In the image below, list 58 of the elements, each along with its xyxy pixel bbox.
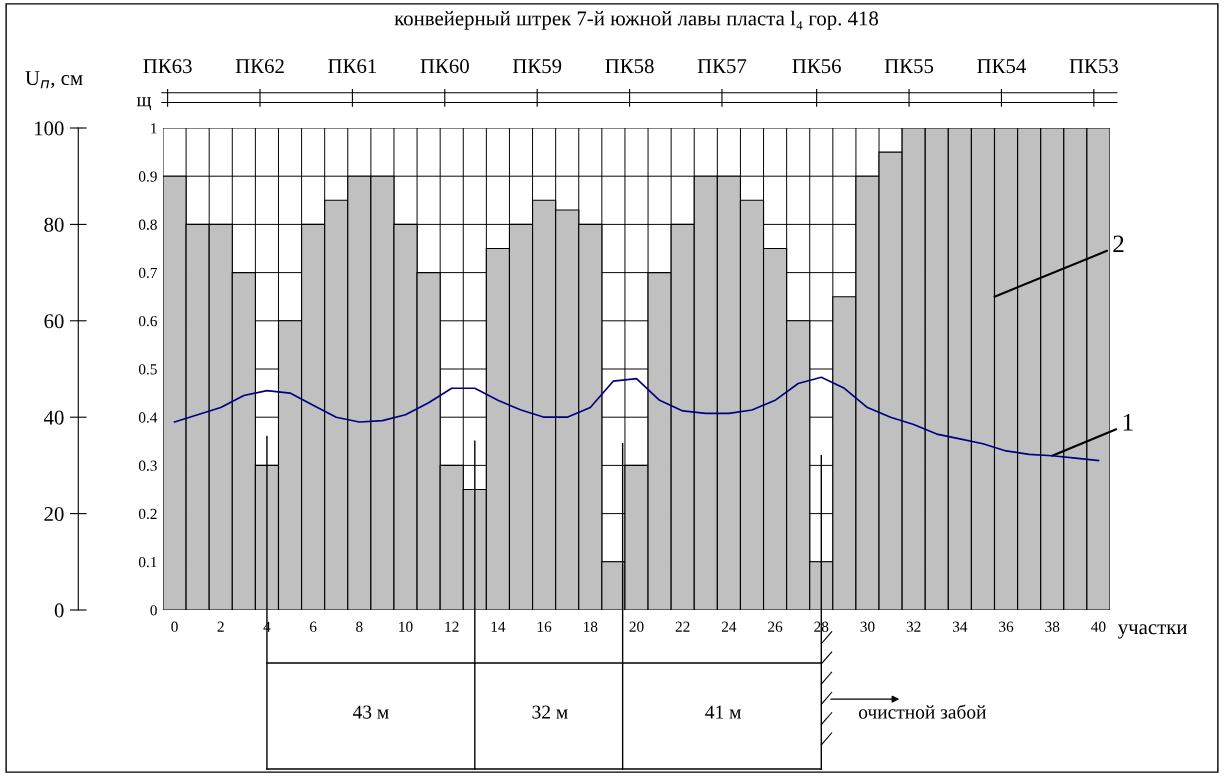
x-tick-label: 0 xyxy=(171,621,178,632)
text: ПК58 xyxy=(605,59,654,74)
y2-tick-label: 1 xyxy=(151,123,157,134)
text: ПК62 xyxy=(235,59,284,74)
text: ПК63 xyxy=(143,59,192,74)
x-tick-label: 8 xyxy=(356,621,363,632)
y2-tick-label: 0.5 xyxy=(138,364,157,375)
y2-tick-label: 0.8 xyxy=(138,219,157,230)
text: ПК57 xyxy=(697,59,747,74)
y-axis-title: U$_{п}$, см xyxy=(25,71,83,89)
x-tick-label: 10 xyxy=(399,621,413,632)
y-tick-label: 20 xyxy=(44,506,64,522)
text: ПК59 xyxy=(512,59,562,74)
x-tick-label: 16 xyxy=(537,621,552,632)
text: ПК61 xyxy=(328,59,377,74)
x-tick-label: 22 xyxy=(675,621,690,632)
y2-tick-label: 0.6 xyxy=(138,315,157,327)
y-tick-label: 100 xyxy=(34,121,64,136)
x-tick-label: 38 xyxy=(1045,621,1060,632)
text: 41 м xyxy=(705,705,741,719)
x-axis-title: участки xyxy=(1117,624,1188,639)
y2-tick-label: 0.7 xyxy=(138,267,158,279)
annotation: 1 xyxy=(1123,413,1133,431)
text: ПК53 xyxy=(1069,59,1118,74)
x-tick-label: 18 xyxy=(584,621,598,632)
x-tick-label: 2 xyxy=(217,621,224,632)
y2-tick-label: 0.9 xyxy=(138,171,157,182)
y-tick-label: 0 xyxy=(54,603,64,618)
y2-tick-label: 0.4 xyxy=(138,412,158,423)
text: ПК56 xyxy=(792,59,841,74)
text: ПК54 xyxy=(977,59,1026,74)
x-tick-label: 36 xyxy=(999,621,1014,632)
x-tick-label: 12 xyxy=(445,621,459,632)
text: очистной забой xyxy=(858,704,987,719)
y-tick-label: 40 xyxy=(43,410,64,425)
annotation: 2 xyxy=(1113,235,1124,253)
text: 32 м xyxy=(532,705,568,719)
text: ПК55 xyxy=(884,59,934,74)
x-tick-label: 6 xyxy=(309,621,317,632)
text: 43 м xyxy=(352,705,389,719)
x-tick-label: 20 xyxy=(629,621,644,632)
y2-tick-label: 0.3 xyxy=(138,460,157,471)
x-tick-label: 34 xyxy=(952,621,968,632)
x-tick-label: 24 xyxy=(721,621,737,632)
x-tick-label: 40 xyxy=(1091,621,1106,632)
y-tick-label: 60 xyxy=(44,314,64,329)
y2-tick-label: 0 xyxy=(150,605,157,616)
y2-tick-label: 0.1 xyxy=(138,556,157,568)
text: щ xyxy=(136,97,151,111)
text: ПК60 xyxy=(420,59,469,74)
x-tick-label: 14 xyxy=(491,621,506,632)
chart-title: конвейерный штрек 7-й южной лавы пласта l₄ гор. 418 xyxy=(394,10,879,30)
y2-tick-label: 0.2 xyxy=(138,508,157,520)
y-tick-label: 80 xyxy=(44,217,64,232)
x-tick-label: 32 xyxy=(906,621,921,632)
x-tick-label: 30 xyxy=(860,621,875,632)
line-series xyxy=(173,376,1100,462)
x-tick-label: 26 xyxy=(768,621,783,632)
